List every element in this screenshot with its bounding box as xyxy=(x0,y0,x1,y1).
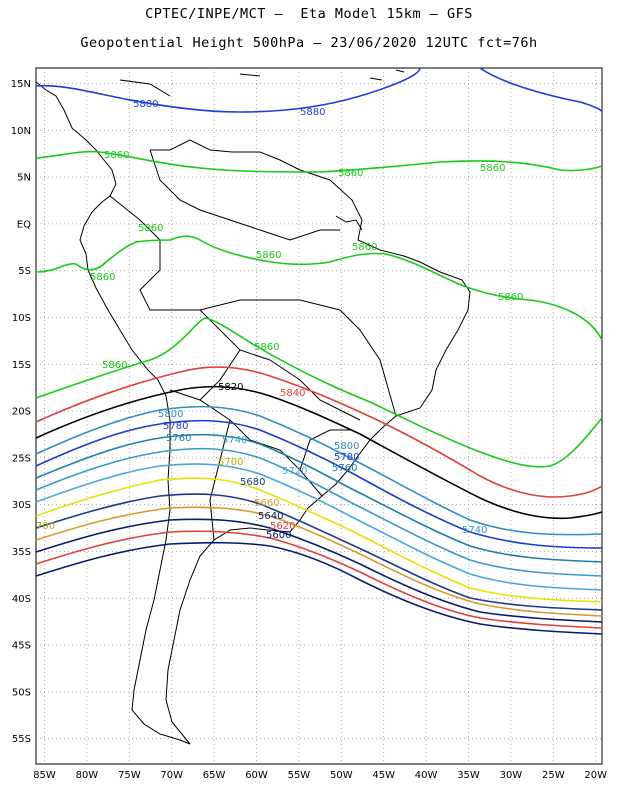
contour-label: 5600 xyxy=(266,530,291,541)
contour-label: 5740 xyxy=(462,525,487,536)
contour-label: 5780 xyxy=(334,452,359,463)
contour-5640 xyxy=(35,518,603,623)
contour-label: 5860 xyxy=(254,342,279,353)
contour-5800 xyxy=(35,405,603,536)
contour-label: 5860 xyxy=(102,360,127,371)
contour-label: 5880 xyxy=(300,107,325,118)
contour-5860-eq xyxy=(35,235,603,341)
latitude-label: 35S xyxy=(12,547,31,558)
contour-5820 xyxy=(35,385,603,520)
contour-label: 5640 xyxy=(258,511,283,522)
latitude-label: 10N xyxy=(11,126,31,137)
contour-5720 xyxy=(35,463,603,591)
national-borders xyxy=(109,149,397,541)
contour-label: 5800 xyxy=(158,409,183,420)
latitude-label: 20S xyxy=(12,407,31,418)
latitude-label: 55S xyxy=(12,734,31,745)
latitude-label: 10S xyxy=(12,313,31,324)
longitude-label: 75W xyxy=(118,770,141,781)
contour-labels: 5880 5880 5860 5860 5860 5860 5860 5860 … xyxy=(36,99,523,541)
longitude-label: 45W xyxy=(372,770,395,781)
contour-label: 5780 xyxy=(163,421,188,432)
contour-label: 5880 xyxy=(133,99,158,110)
contour-label: 5860 xyxy=(338,168,363,179)
contour-5880 xyxy=(35,67,603,113)
longitude-label: 35W xyxy=(457,770,480,781)
latitude-label: 45S xyxy=(12,641,31,652)
latitude-label: 25S xyxy=(12,453,31,464)
contour-5780 xyxy=(35,419,603,549)
contour-label: 5760 xyxy=(166,433,191,444)
latitude-label: 40S xyxy=(12,594,31,605)
contour-label: 5620 xyxy=(270,521,295,532)
title-line-2: Geopotential Height 500hPa – 23/06/2020 … xyxy=(80,35,538,51)
contour-label: 5860 xyxy=(352,242,377,253)
longitude-label: 85W xyxy=(33,770,56,781)
longitude-label: 20W xyxy=(584,770,607,781)
longitude-label: 30W xyxy=(500,770,523,781)
amazon-delta xyxy=(335,215,363,231)
contour-label: 5860 xyxy=(480,163,505,174)
latitude-label: 15S xyxy=(12,360,31,371)
graticule xyxy=(36,68,602,764)
latitude-labels: 15N 10N 5N EQ 5S 10S 15S 20S 25S 30S 35S 40S 45S 50S 5… xyxy=(11,79,31,745)
latitude-label: 15N xyxy=(11,79,31,90)
contour-label: 5860 xyxy=(498,292,523,303)
latitude-label: 5N xyxy=(17,173,31,184)
contour-label: 5800 xyxy=(334,441,359,452)
contour-label: 5740 xyxy=(222,435,247,446)
caribbean-coast xyxy=(150,139,331,181)
contour-label: 5660 xyxy=(254,498,279,509)
contour-label: 5720 xyxy=(282,466,307,477)
contour-label: 700 xyxy=(36,521,55,532)
contour-5740 xyxy=(35,447,603,577)
caribbean-islands xyxy=(119,69,405,97)
south-america-west-coast xyxy=(79,201,191,745)
contour-label: 5760 xyxy=(332,463,357,474)
contour-5840 xyxy=(35,366,603,498)
title-line-1: CPTEC/INPE/MCT – Eta Model 15km – GFS xyxy=(145,6,473,22)
latitude-label: 50S xyxy=(12,687,31,698)
longitude-label: 40W xyxy=(415,770,438,781)
contour-label: 5860 xyxy=(90,272,115,283)
latitude-label: EQ xyxy=(17,219,31,230)
longitude-label: 60W xyxy=(245,770,268,781)
longitude-label: 80W xyxy=(76,770,99,781)
contour-label: 5860 xyxy=(138,223,163,234)
contour-label: 5820 xyxy=(218,382,243,393)
south-america-east-coast xyxy=(165,179,471,745)
longitude-label: 50W xyxy=(330,770,353,781)
contour-5860-north xyxy=(35,150,603,173)
contour-5660 xyxy=(35,506,603,617)
contour-label: 5840 xyxy=(280,388,305,399)
contour-5600 xyxy=(35,541,603,635)
latitude-label: 30S xyxy=(12,500,31,511)
contour-label: 5860 xyxy=(256,250,281,261)
contour-5700 xyxy=(35,477,603,603)
longitude-labels: 85W 80W 75W 70W 65W 60W 55W 50W 45W 40W 35W 30W 25W 2… xyxy=(33,770,607,781)
longitude-label: 65W xyxy=(203,770,226,781)
coastlines xyxy=(35,69,471,745)
central-america-coast xyxy=(35,81,117,203)
contour-5680 xyxy=(35,493,603,611)
contour-5860-south xyxy=(35,317,603,468)
longitude-label: 25W xyxy=(542,770,565,781)
contour-5760 xyxy=(35,433,603,563)
latitude-label: 5S xyxy=(18,266,31,277)
longitude-label: 70W xyxy=(160,770,183,781)
contour-label: 5700 xyxy=(218,457,243,468)
contour-lines xyxy=(35,67,603,635)
contour-5620 xyxy=(35,530,603,629)
contour-label: 5680 xyxy=(240,477,265,488)
longitude-label: 55W xyxy=(288,770,311,781)
contour-label: 5860 xyxy=(104,150,129,161)
